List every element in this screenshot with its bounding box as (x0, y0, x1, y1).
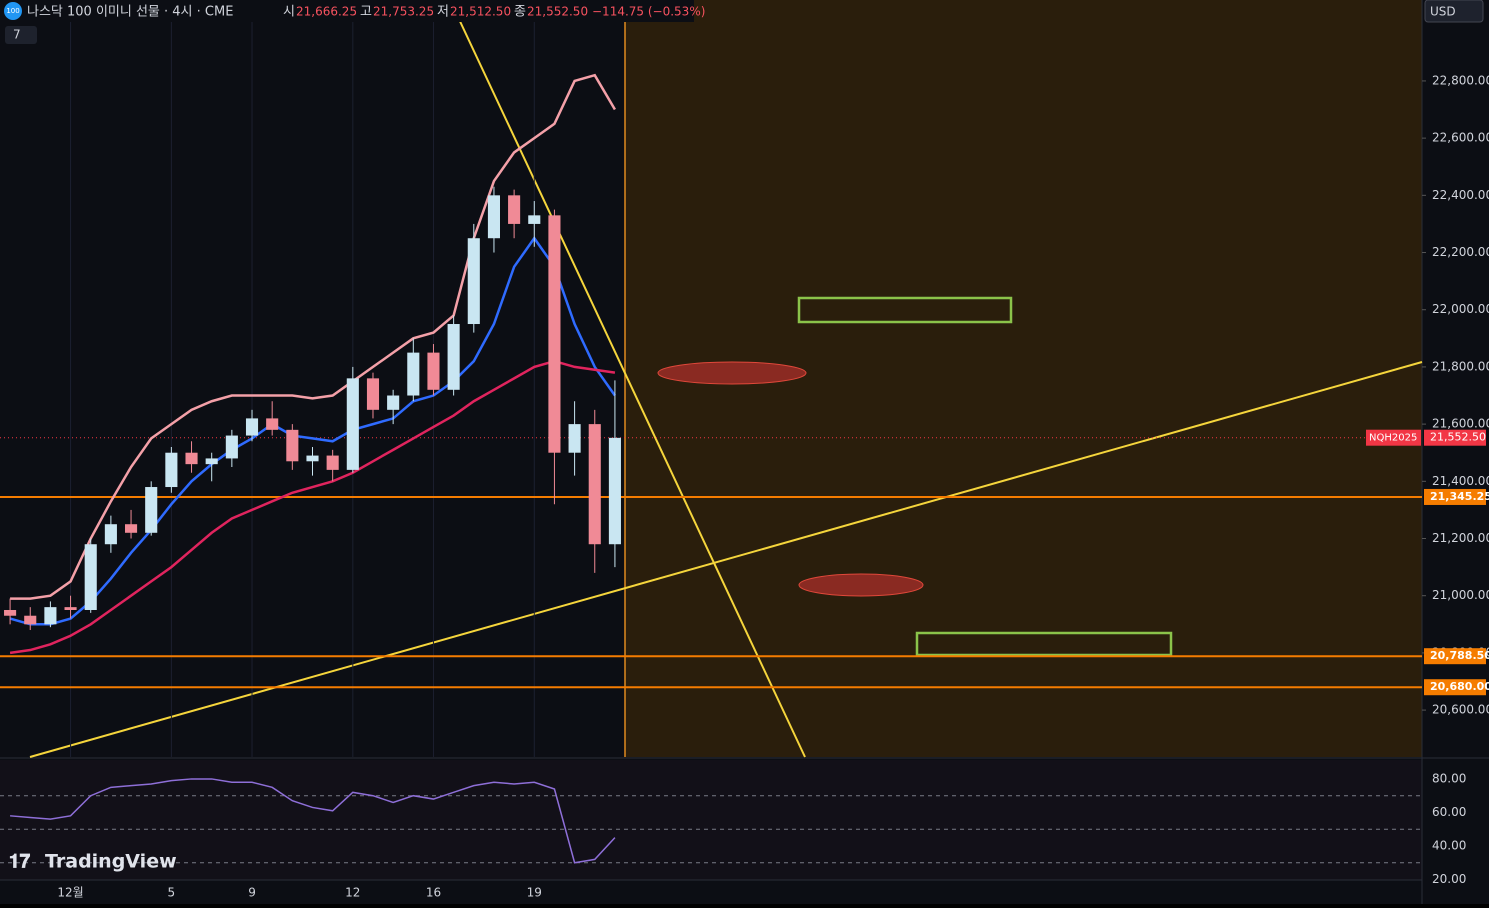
x-tick-label: 16 (426, 886, 441, 900)
collapse-button[interactable] (5, 26, 37, 44)
candle-body (326, 455, 339, 470)
x-tick-label: 9 (248, 886, 256, 900)
ohlc-label: 종 (514, 5, 526, 20)
logo (4, 2, 22, 20)
rsi-tick-label: 40.00 (1432, 838, 1466, 852)
rsi-tick-label: 60.00 (1432, 805, 1466, 819)
candle-body (64, 607, 77, 611)
candle-body (487, 195, 500, 239)
indicator-line (9, 359, 616, 655)
zone-box (797, 296, 1013, 324)
symbol: 나스닥 100 이미니 선물 · 4시 · CME (27, 5, 233, 20)
candle-body (165, 452, 178, 488)
y-tick-label: 22,600.00 (1432, 131, 1489, 145)
candle-body (608, 437, 621, 545)
y-tick-label: 22,000.00 (1432, 302, 1489, 316)
logo-text: 100 (6, 7, 19, 15)
rsi-tick-label: 80.00 (1432, 771, 1466, 785)
price-name: NQH2025 (1369, 433, 1417, 444)
candle-body (548, 215, 561, 453)
candle-body (508, 195, 521, 224)
level-tag (1424, 679, 1486, 696)
x-tick-label: 19 (527, 886, 542, 900)
candle-body (407, 352, 420, 396)
candle-body (44, 607, 57, 625)
ohlc-value: 21,666.25 (296, 5, 357, 19)
ohlc-value: 21,552.50 (527, 5, 588, 19)
trendline (449, 0, 806, 758)
rsi-pane (0, 760, 1422, 880)
rsi-tick-label: 20.00 (1432, 872, 1466, 886)
level-label: 20,680.00 (1430, 680, 1489, 693)
x-tick-label: 12월 (57, 886, 83, 900)
candle-body (528, 215, 541, 224)
currency-button[interactable] (1424, 0, 1484, 23)
y-tick-label: 22,200.00 (1432, 245, 1489, 259)
y-tick-label: 21,000.00 (1432, 588, 1489, 602)
candle-body (245, 418, 259, 436)
y-tick-label: 21,600.00 (1432, 417, 1489, 431)
price-tag (1424, 429, 1486, 446)
x-tick-label: 5 (168, 886, 176, 900)
candle-body (387, 395, 400, 410)
candle-body (306, 455, 319, 462)
candle-body (467, 238, 480, 325)
price-label: 21,552.50 (1430, 431, 1486, 444)
candle-body (205, 458, 218, 465)
y-tick-label: 21,800.00 (1432, 359, 1489, 373)
trendline (29, 361, 1423, 758)
level-tag (1424, 648, 1486, 665)
ohlc-label: 저 (437, 5, 449, 20)
candle-body (84, 544, 97, 611)
indicator-line (10, 778, 616, 864)
brand-logo: 𝟏𝟕 (9, 851, 31, 873)
candle-body (447, 324, 460, 390)
candle-body (568, 424, 581, 453)
candle-body (346, 378, 359, 470)
candle-body (104, 524, 117, 545)
candle-body (145, 487, 158, 533)
collapse-count[interactable]: 7 (13, 28, 21, 42)
header-bg (0, 0, 694, 22)
indicator-line (9, 236, 616, 626)
candle-body (24, 615, 37, 625)
price-name-tag (1366, 429, 1421, 446)
candle-body (266, 418, 279, 430)
candle-body (286, 429, 299, 462)
zone-ellipse (657, 361, 807, 385)
zone-ellipse (798, 573, 924, 597)
y-tick-label: 22,400.00 (1432, 188, 1489, 202)
level-label: 20,788.50 (1430, 649, 1489, 662)
ohlc-value: 21,512.50 (450, 5, 511, 19)
level-label: 21,345.25 (1430, 490, 1489, 503)
candle-body (366, 378, 380, 410)
ohlc-value: 21,753.25 (373, 5, 434, 19)
currency[interactable]: USD (1430, 5, 1456, 19)
level-tag (1424, 488, 1486, 505)
candle-body (225, 435, 238, 459)
y-tick-label: 21,200.00 (1432, 531, 1489, 545)
zone-box (915, 631, 1173, 657)
y-tick-label: 20,600.00 (1432, 703, 1489, 717)
ohlc-label: 시 (283, 5, 295, 20)
candle-body (427, 352, 440, 390)
candle-body (185, 452, 198, 465)
x-tick-label: 12 (345, 886, 360, 900)
candle-body (125, 524, 138, 533)
y-tick-label: 21,400.00 (1432, 474, 1489, 488)
candle-body (4, 610, 17, 616)
y-tick-label: 22,800.00 (1432, 73, 1489, 87)
ohlc-label: 고 (360, 5, 372, 20)
brand: TradingView (45, 851, 177, 873)
candle-body (588, 424, 601, 545)
indicator-line (10, 73, 616, 600)
change: −114.75 (−0.53%) (592, 5, 705, 19)
